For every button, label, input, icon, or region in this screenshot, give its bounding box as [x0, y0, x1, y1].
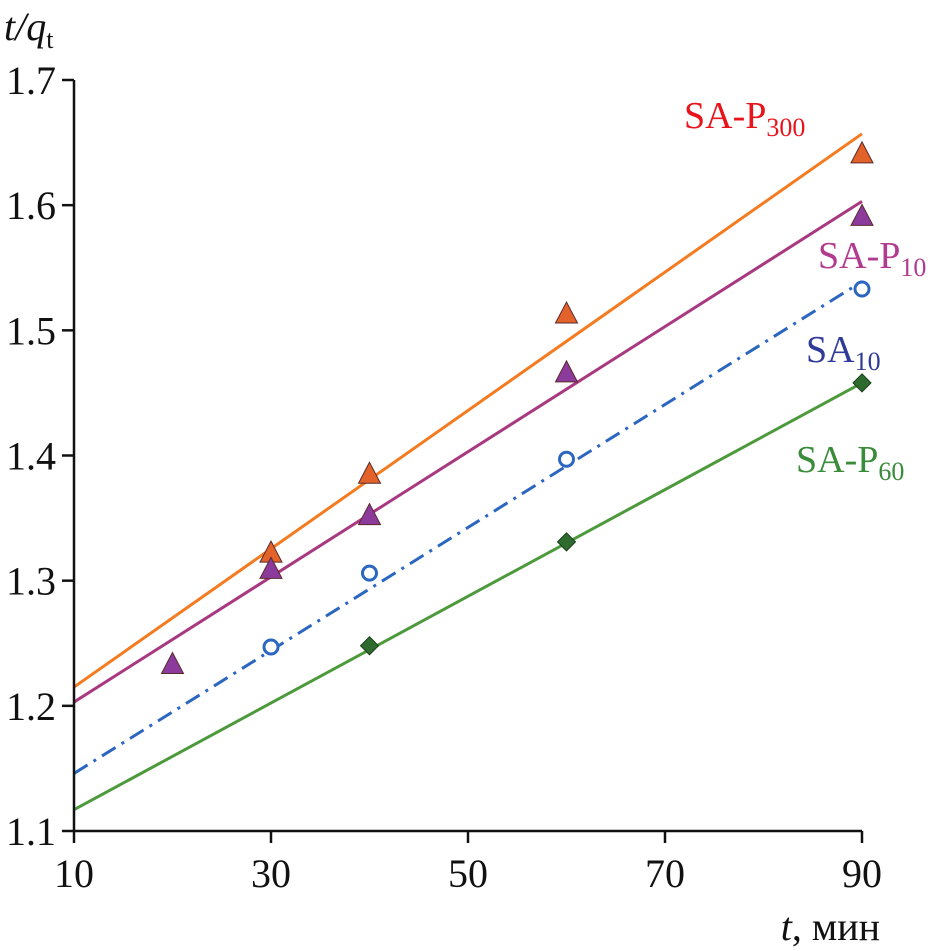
x-tick-label: 10 — [54, 851, 94, 896]
x-axis-ticks: 10 30 50 70 90 — [54, 831, 882, 896]
series-label-sa10-main: SA — [806, 329, 855, 371]
series-label-sa-p60-main: SA-P — [796, 439, 878, 481]
y-tick-label: 1.5 — [6, 308, 56, 353]
data-point-sa-p10 — [554, 359, 579, 383]
data-point-sa-p60 — [359, 636, 380, 656]
series-label-sa-p10-sub: 10 — [900, 253, 926, 282]
data-point-sa10 — [853, 280, 871, 298]
x-axis-title: t, мин — [781, 904, 880, 949]
x-tick-label: 90 — [842, 851, 882, 896]
y-tick-label: 1.6 — [6, 183, 56, 228]
data-point-sa-p10 — [357, 502, 382, 526]
fit-line-sa10 — [73, 280, 863, 775]
fit-line-sa-p60 — [73, 381, 863, 812]
series-label-sa-p300: SA-P300 — [684, 95, 805, 142]
y-tick-label: 1.4 — [6, 434, 56, 479]
y-axis-title-sub: t — [46, 25, 54, 54]
y-axis-title: t/qt — [4, 4, 54, 54]
y-tick-label: 1.2 — [6, 684, 56, 729]
y-tick-label: 1.3 — [6, 559, 56, 604]
y-axis-ticks: 1.1 1.2 1.3 1.4 1.5 1.6 1.7 — [6, 58, 74, 854]
data-point-sa10 — [262, 638, 280, 656]
data-point-sa-p60 — [852, 373, 872, 393]
x-axis-title-rest: , мин — [792, 904, 880, 949]
x-tick-label: 50 — [448, 851, 488, 896]
y-tick-label: 1.1 — [6, 809, 56, 854]
y-tick-label: 1.7 — [6, 58, 56, 103]
series-label-sa-p10-main: SA-P — [818, 235, 900, 277]
series-label-sa-p60: SA-P60 — [796, 439, 904, 486]
data-point-sa10 — [558, 450, 575, 468]
data-point-sa-p300 — [554, 300, 579, 324]
series-label-sa-p60-sub: 60 — [878, 457, 904, 486]
series-label-sa10-sub: 10 — [855, 347, 881, 376]
data-point-sa-p10 — [259, 556, 283, 579]
data-point-sa10 — [361, 564, 378, 582]
data-point-sa-p10 — [160, 651, 185, 675]
x-tick-label: 30 — [251, 851, 291, 896]
fit-lines — [73, 132, 863, 812]
series-label-sa10: SA10 — [806, 329, 881, 376]
data-point-sa-p10 — [850, 203, 874, 226]
series-label-sa-p300-main: SA-P — [684, 95, 766, 137]
fit-line-sa-p10 — [73, 200, 863, 704]
series-label-sa-p10: SA-P10 — [818, 235, 926, 282]
series-label-sa-p300-sub: 300 — [766, 113, 805, 142]
x-axis-title-main: t — [781, 904, 793, 949]
data-point-sa-p300 — [357, 461, 382, 484]
data-markers — [160, 140, 874, 675]
data-point-sa-p60 — [556, 532, 577, 552]
x-tick-label: 70 — [645, 851, 685, 896]
fit-line-sa-p300 — [73, 132, 863, 689]
data-point-sa-p300 — [850, 140, 874, 164]
y-axis-title-main: t/q — [4, 4, 46, 49]
